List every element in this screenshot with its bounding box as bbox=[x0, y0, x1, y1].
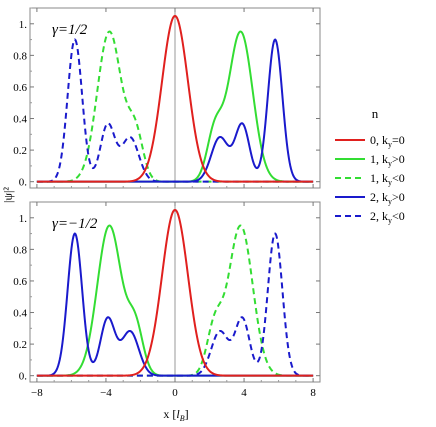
series-line bbox=[36, 208, 314, 377]
panel-top: 0. 0.2 0.4 0.6 0.8 1. γ=1/2 bbox=[13, 7, 321, 189]
y-tick-label: 0. bbox=[19, 177, 28, 189]
series-line bbox=[36, 232, 314, 377]
panel-label: γ=−1/2 bbox=[52, 216, 98, 232]
x-axis-title-sub: B bbox=[180, 414, 185, 423]
y-tick-label: 1. bbox=[19, 19, 28, 31]
x-axis-title-x: x [ bbox=[163, 407, 176, 421]
y-tick-label: 0.8 bbox=[13, 244, 27, 256]
y-tick-label: 0.2 bbox=[13, 339, 27, 351]
y-tick-label: 1. bbox=[19, 213, 28, 225]
legend: n 0, ky=0 1, ky>0 1, ky<0 2, ky>0 2, ky<0 bbox=[335, 106, 405, 225]
series-line bbox=[36, 14, 314, 183]
x-axis-title-l: l bbox=[176, 407, 180, 421]
y-tick-label: 0.6 bbox=[13, 276, 27, 288]
x-tick-label: −4 bbox=[100, 387, 112, 399]
y-tick-label: 0.4 bbox=[13, 308, 27, 320]
legend-entry-label: 2, ky>0 bbox=[370, 190, 405, 206]
legend-entry-label: 0, ky=0 bbox=[370, 133, 405, 149]
y-tick-label: 0. bbox=[19, 371, 28, 383]
x-tick-label: 4 bbox=[241, 387, 247, 399]
legend-entry-label: 1, ky>0 bbox=[370, 152, 405, 168]
y-axis-title: |ψ|² bbox=[1, 187, 15, 203]
x-axis-title: x [lB] bbox=[163, 407, 188, 423]
x-axis-title-close: ] bbox=[185, 407, 189, 421]
y-tick-label: 0.4 bbox=[13, 114, 27, 126]
panel-bottom: 0. 0.2 0.4 0.6 0.8 1. −8 −4 0 4 8 γ=−1/2 bbox=[13, 201, 321, 399]
x-tick-label: 0 bbox=[172, 387, 178, 399]
panel-label: γ=1/2 bbox=[52, 22, 88, 38]
legend-entry-label: 2, ky<0 bbox=[370, 209, 405, 225]
y-tick-label: 0.8 bbox=[13, 50, 27, 62]
legend-entry-label: 1, ky<0 bbox=[370, 171, 405, 187]
x-tick-label: −8 bbox=[31, 387, 43, 399]
series-line bbox=[36, 224, 314, 377]
y-tick-label: 0.2 bbox=[13, 145, 27, 157]
legend-title: n bbox=[372, 106, 379, 121]
y-tick-label: 0.6 bbox=[13, 82, 27, 94]
x-tick-label: 8 bbox=[310, 387, 316, 399]
y-axis-title-text: |ψ|² bbox=[1, 187, 15, 203]
